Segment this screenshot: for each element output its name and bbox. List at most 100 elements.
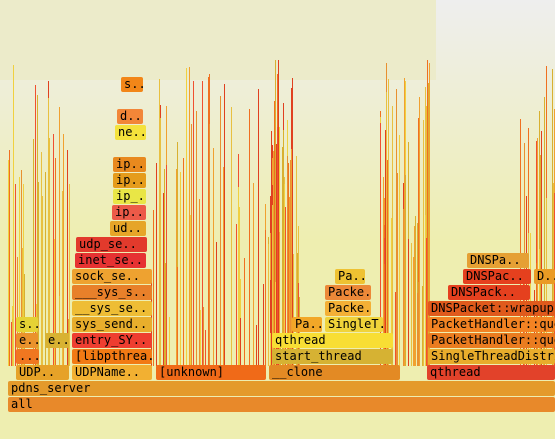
frame[interactable]: pdns_server	[8, 381, 555, 396]
header-area	[0, 0, 436, 80]
flame-sliver	[17, 257, 18, 366]
flame-sliver	[163, 193, 164, 366]
frame[interactable]: UDP..	[16, 365, 69, 380]
flame-sliver	[244, 258, 245, 366]
frame[interactable]: ne..	[115, 125, 146, 140]
frame[interactable]: qthread	[272, 333, 393, 348]
frame[interactable]: d..	[117, 109, 143, 124]
frame[interactable]: ...	[16, 349, 39, 364]
frame[interactable]: Pa..	[292, 317, 322, 332]
flame-sliver	[236, 224, 237, 366]
flame-sliver	[177, 142, 178, 366]
frame[interactable]: PacketHandler::question	[428, 317, 555, 332]
frame[interactable]: ___sys_s..	[72, 285, 152, 300]
flame-sliver	[41, 152, 42, 366]
flame-sliver	[386, 92, 387, 366]
flame-sliver	[552, 69, 553, 366]
flame-sliver	[35, 85, 36, 366]
frame[interactable]: ip..	[113, 173, 146, 188]
frame[interactable]: start_thread	[272, 349, 393, 364]
flame-sliver	[395, 292, 396, 366]
frame[interactable]: sock_se..	[72, 269, 152, 284]
flame-sliver	[297, 253, 298, 366]
frame[interactable]: PacketHandler::question	[428, 333, 555, 348]
frame[interactable]: s..	[121, 77, 143, 92]
frame[interactable]: all	[8, 397, 555, 412]
flame-sliver	[427, 60, 428, 366]
flame-sliver	[383, 177, 384, 366]
flame-sliver	[53, 134, 54, 366]
frame[interactable]: Pa..	[335, 269, 365, 284]
flame-sliver	[293, 254, 294, 366]
flame-sliver	[23, 184, 24, 366]
frame[interactable]: DNSPa..	[467, 253, 529, 268]
frame[interactable]: ip..	[113, 157, 146, 172]
flame-sliver	[12, 319, 13, 366]
flame-sliver	[417, 313, 418, 366]
flame-sliver	[159, 79, 160, 366]
flame-sliver	[196, 111, 197, 366]
frame[interactable]: DNSPac..	[463, 269, 531, 284]
frame[interactable]: __clone	[269, 365, 400, 380]
frame[interactable]: [unknown]	[156, 365, 266, 380]
flame-sliver	[385, 146, 386, 366]
flame-sliver	[42, 196, 43, 366]
frame[interactable]: DNSPacket::wrapup	[428, 301, 555, 316]
flame-sliver	[249, 109, 250, 366]
flame-sliver	[411, 243, 412, 366]
flame-sliver	[59, 107, 60, 366]
frame[interactable]: [libpthrea..	[72, 349, 152, 364]
frame[interactable]: ip_..	[113, 189, 146, 204]
flame-sliver	[276, 144, 277, 366]
flame-sliver	[426, 106, 427, 366]
flame-sliver	[231, 107, 232, 366]
frame[interactable]: Packe..	[325, 301, 371, 316]
flame-sliver	[291, 149, 292, 366]
flame-sliver	[408, 239, 409, 366]
flame-sliver	[536, 141, 537, 366]
flame-sliver	[258, 89, 259, 366]
flame-sliver	[544, 97, 545, 366]
frame[interactable]: ip..	[112, 205, 146, 220]
frame[interactable]: entry_SY..	[72, 333, 152, 348]
flame-sliver	[176, 169, 177, 366]
flame-sliver	[54, 239, 55, 366]
frame[interactable]: SingleThreadDistributor::..	[428, 349, 555, 364]
frame[interactable]: inet_se..	[75, 253, 146, 268]
flame-sliver	[425, 215, 426, 366]
flame-sliver	[183, 158, 184, 366]
flame-sliver	[180, 172, 181, 366]
flame-sliver	[202, 81, 203, 366]
flame-sliver	[153, 210, 154, 366]
frame[interactable]: __sys_se..	[72, 301, 152, 316]
flame-sliver	[191, 124, 192, 366]
frame[interactable]: e..	[45, 333, 69, 348]
frame[interactable]: s..	[16, 317, 38, 332]
flame-sliver	[292, 78, 293, 366]
frame[interactable]: D..	[534, 269, 555, 284]
flame-sliver	[213, 148, 214, 366]
frame[interactable]: UDPName..	[72, 365, 152, 380]
flame-sliver	[169, 317, 170, 366]
frame[interactable]: DNSPack..	[448, 285, 530, 300]
flame-sliver	[387, 160, 388, 366]
frame[interactable]: sys_send..	[72, 317, 152, 332]
frame[interactable]: udp_se..	[76, 237, 147, 252]
frame[interactable]: e..	[16, 333, 38, 348]
frame[interactable]: qthread	[427, 365, 555, 380]
frame[interactable]: ud..	[110, 221, 146, 236]
flame-sliver	[296, 156, 297, 366]
flame-sliver	[405, 175, 406, 366]
flame-sliver	[177, 267, 178, 366]
frame[interactable]: SingleT..	[325, 317, 383, 332]
flame-sliver	[48, 98, 49, 366]
flame-sliver	[391, 218, 392, 366]
flame-sliver	[186, 68, 187, 366]
flame-sliver	[224, 84, 225, 366]
frame[interactable]: Packe..	[325, 285, 371, 300]
flame-sliver	[238, 187, 239, 366]
flame-sliver	[289, 197, 290, 366]
flame-sliver	[189, 67, 190, 366]
flame-sliver	[223, 167, 224, 366]
